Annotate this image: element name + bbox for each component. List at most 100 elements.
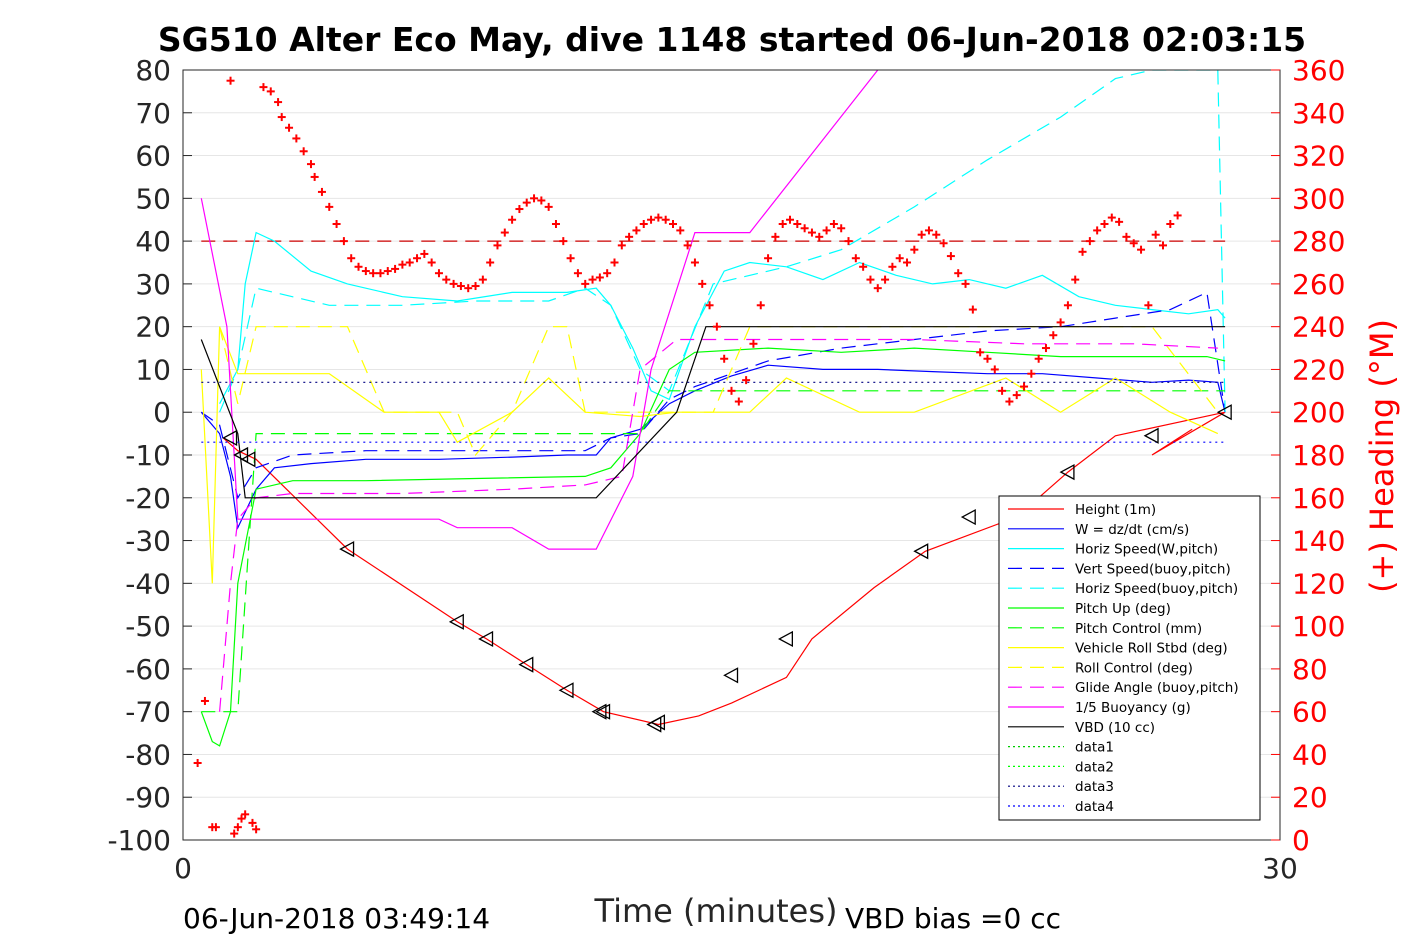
heading-marker: [639, 220, 648, 228]
y-tick-label: 70: [135, 97, 171, 130]
heading-marker: [1012, 391, 1021, 400]
heading-marker: [398, 260, 407, 269]
heading-marker: [625, 232, 634, 241]
heading-marker: [603, 269, 612, 278]
heading-marker: [1144, 301, 1153, 310]
heading-marker: [376, 269, 385, 278]
right-tick-label: 340: [1292, 97, 1345, 130]
heading-marker: [859, 262, 868, 271]
heading-marker: [226, 76, 235, 85]
heading-marker: [720, 354, 729, 363]
heading-marker: [844, 237, 853, 246]
heading-marker: [822, 226, 831, 235]
heading-marker: [193, 759, 202, 767]
heading-marker: [332, 220, 341, 228]
heading-marker: [515, 205, 524, 214]
heading-marker: [1158, 241, 1167, 250]
heading-marker: [522, 198, 531, 207]
heading-marker: [976, 348, 985, 357]
heading-marker: [573, 269, 582, 278]
y-tick-label: -90: [125, 781, 171, 814]
heading-marker: [1085, 237, 1094, 246]
legend-label: Pitch Up (deg): [1075, 601, 1171, 617]
heading-marker: [998, 386, 1007, 395]
heading-marker: [610, 258, 619, 267]
heading-marker: [903, 258, 912, 267]
heading-marker: [413, 254, 422, 263]
heading-marker: [1005, 397, 1014, 406]
depth-marker: [595, 703, 611, 720]
plot-area: [193, 70, 1232, 838]
heading-marker: [478, 275, 487, 284]
y-tick-label: 10: [135, 353, 171, 386]
heading-marker: [252, 825, 261, 834]
legend-label: Horiz Speed(buoy,pitch): [1075, 581, 1238, 597]
right-tick-label: 320: [1292, 140, 1345, 173]
heading-marker: [427, 258, 436, 267]
depth-marker: [960, 508, 976, 526]
heading-marker: [778, 220, 787, 228]
heading-marker: [442, 275, 451, 284]
heading-marker: [990, 365, 999, 374]
heading-marker: [274, 98, 283, 107]
y-tick-label: -40: [125, 567, 171, 600]
chart-title: SG510 Alter Eco May, dive 1148 started 0…: [158, 20, 1306, 59]
heading-marker: [895, 254, 904, 263]
heading-marker: [683, 241, 692, 250]
markers-layer: [193, 76, 1232, 838]
heading-marker: [1093, 226, 1102, 235]
right-tick-label: 80: [1292, 653, 1328, 686]
depth-marker: [1143, 427, 1159, 444]
x-axis-label: Time (minutes): [594, 892, 838, 930]
heading-marker: [712, 322, 721, 331]
y-tick-label: -100: [107, 824, 171, 857]
heading-marker: [405, 258, 414, 267]
heading-marker: [544, 202, 553, 211]
heading-marker: [456, 282, 465, 291]
heading-marker: [946, 252, 955, 261]
right-tick-label: 0: [1292, 824, 1310, 857]
series-vbd-10-cc: [200, 326, 1226, 499]
heading-marker: [668, 220, 677, 228]
heading-marker: [771, 232, 780, 241]
depth-marker: [518, 656, 534, 673]
y-tick-label: -60: [125, 653, 171, 686]
depth-marker: [649, 714, 666, 731]
right-axis-label: (+) Heading (°M): [1363, 319, 1401, 593]
heading-marker: [910, 245, 919, 254]
heading-marker: [277, 113, 286, 122]
heading-marker: [647, 215, 656, 224]
legend-label: VBD (10 cc): [1075, 720, 1155, 736]
heading-marker: [566, 254, 575, 263]
heading-marker: [661, 215, 670, 224]
heading-marker: [1107, 213, 1116, 222]
legend-label: Height (1m): [1075, 502, 1156, 518]
y-tick-label: -80: [125, 738, 171, 771]
right-tick-label: 120: [1292, 567, 1345, 600]
depth-marker: [723, 667, 739, 684]
right-tick-label: 40: [1292, 738, 1328, 771]
heading-marker: [1151, 230, 1160, 239]
legend-label: Vert Speed(buoy,pitch): [1075, 561, 1231, 577]
heading-marker: [756, 301, 765, 310]
heading-marker: [932, 230, 941, 239]
heading-marker: [1173, 211, 1182, 220]
heading-marker: [434, 269, 443, 278]
depth-marker: [558, 682, 574, 699]
depth-marker: [233, 446, 249, 464]
heading-marker: [654, 213, 663, 222]
right-tick-label: 140: [1292, 525, 1345, 558]
heading-marker: [764, 254, 773, 263]
series-layer: [200, 70, 1226, 747]
heading-marker: [325, 202, 334, 211]
heading-marker: [727, 386, 736, 395]
heading-marker: [551, 220, 560, 228]
tick-labels: 80706050403020100-10-20-30-40-50-60-70-8…: [107, 54, 1345, 885]
heading-marker: [317, 187, 326, 196]
heading-marker: [786, 215, 795, 224]
heading-marker: [211, 823, 220, 832]
legend-label: Horiz Speed(W,pitch): [1075, 542, 1218, 558]
heading-marker: [1027, 369, 1036, 378]
heading-marker: [705, 301, 714, 310]
depth-marker: [240, 451, 256, 468]
